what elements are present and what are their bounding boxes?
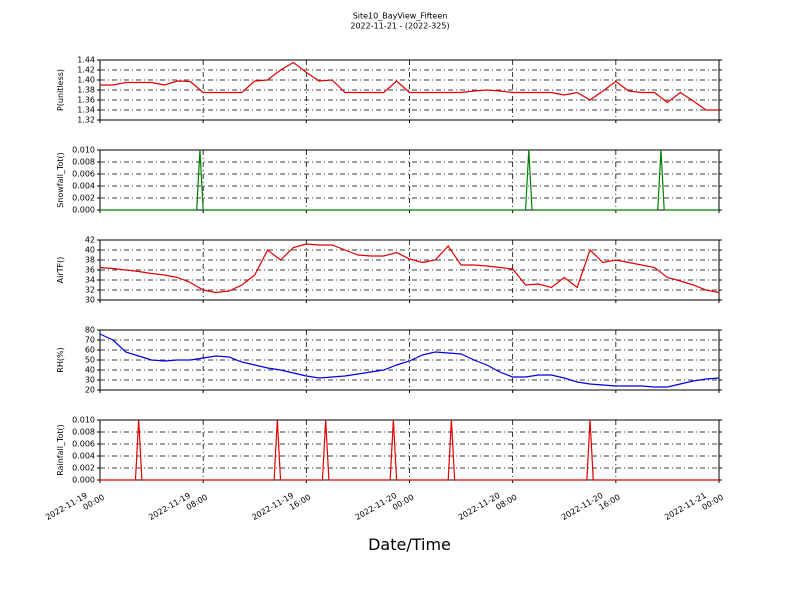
panel: 0.000 0.002 0.004 0.006 0.008 0.010 2022-11-19… xyxy=(44,416,725,555)
y-tick-label: 1.38 xyxy=(77,86,95,95)
y-tick-label: 0.010 xyxy=(72,146,95,155)
y-axis-label: AirTF() xyxy=(56,257,65,284)
y-tick-label: 0.002 xyxy=(72,194,95,203)
y-tick-label: 42 xyxy=(85,236,95,245)
series-line xyxy=(100,419,719,481)
series-line xyxy=(99,243,720,294)
y-tick-label: 0.000 xyxy=(72,206,95,215)
x-axis-label: Date/Time xyxy=(368,535,451,554)
x-tick-label: 2022-11-1908:00 xyxy=(147,484,209,531)
y-tick-label: 0.004 xyxy=(72,182,95,191)
y-tick-label: 60 xyxy=(85,346,95,355)
panel: 0.000 0.002 0.004 0.006 0.008 0.010 Snowfall_T… xyxy=(56,146,722,215)
x-tick-label: 2022-11-2000:00 xyxy=(354,484,416,531)
y-tick-label: 1.42 xyxy=(77,66,95,75)
figure-subtitle: 2022-11-21 - (2022-325) xyxy=(350,22,449,31)
y-tick-label: 40 xyxy=(85,246,95,255)
x-tick-label: 2022-11-1900:00 xyxy=(44,484,106,531)
plot-frame xyxy=(99,239,720,301)
y-tick-label: 0.010 xyxy=(72,416,95,425)
y-tick-label: 36 xyxy=(85,266,95,275)
y-axis-label: Snowfall_Tot() xyxy=(56,152,65,208)
y-tick-label: 0.004 xyxy=(72,452,95,461)
y-tick-label: 1.44 xyxy=(77,56,95,65)
y-tick-label: 1.36 xyxy=(77,96,95,105)
y-tick-label: 30 xyxy=(85,296,95,305)
x-tick-label: 2022-11-2100:00 xyxy=(663,484,725,531)
y-tick-label: 1.40 xyxy=(77,76,95,85)
y-tick-label: 1.32 xyxy=(77,116,95,125)
series-line xyxy=(100,149,719,211)
y-tick-label: 0.006 xyxy=(72,170,95,179)
y-tick-label: 50 xyxy=(85,356,95,365)
y-tick-label: 40 xyxy=(85,366,95,375)
y-tick-label: 0.006 xyxy=(72,440,95,449)
y-tick-label: 0.002 xyxy=(72,464,95,473)
plot-frame xyxy=(99,329,720,391)
x-tick-label: 2022-11-2016:00 xyxy=(560,484,622,531)
y-tick-label: 0.008 xyxy=(72,428,95,437)
y-axis-label: RH(%) xyxy=(56,347,65,372)
x-tick-label: 2022-11-1916:00 xyxy=(250,484,312,531)
y-tick-label: 34 xyxy=(85,276,95,285)
panel: 1.321.341.361.381.401.421.44 P(unitless) xyxy=(56,56,722,125)
y-tick-label: 32 xyxy=(85,286,95,295)
x-tick-label: 2022-11-2008:00 xyxy=(457,484,519,531)
y-tick-label: 0.008 xyxy=(72,158,95,167)
y-tick-label: 80 xyxy=(85,326,95,335)
figure-title: Site10_BayView_Fifteen xyxy=(353,12,448,21)
y-tick-label: 70 xyxy=(85,336,95,345)
series-line xyxy=(100,61,719,111)
plot-frame xyxy=(99,59,720,121)
y-axis-label: Rainfall_Tot() xyxy=(56,424,65,476)
y-tick-label: 30 xyxy=(85,376,95,385)
y-tick-label: 38 xyxy=(85,256,95,265)
series-line xyxy=(99,333,720,388)
y-tick-label: 0.000 xyxy=(72,476,95,485)
y-axis-label: P(unitless) xyxy=(56,69,65,111)
y-tick-label: 1.34 xyxy=(77,106,95,115)
y-tick-label: 20 xyxy=(85,386,95,395)
